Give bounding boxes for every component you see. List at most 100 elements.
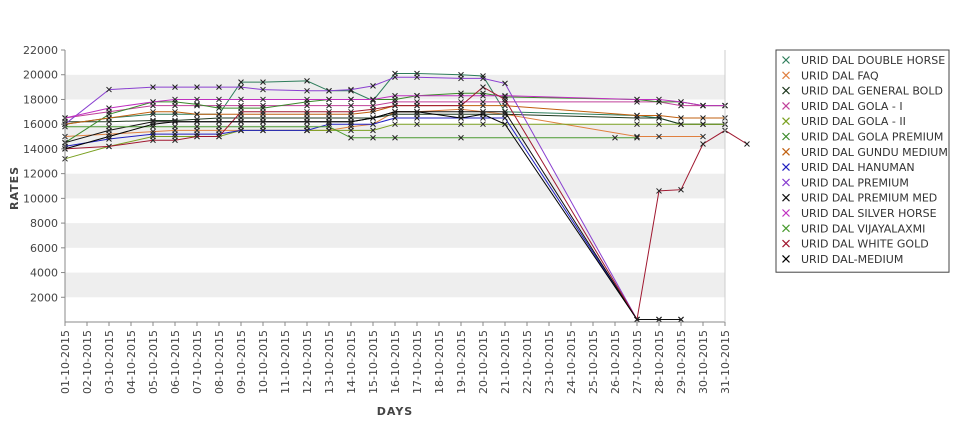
x-tick-label: 29-10-2015: [675, 330, 688, 394]
data-point-marker: [612, 134, 618, 141]
data-point-marker: [238, 123, 244, 130]
data-point-marker: [458, 115, 464, 121]
data-point-marker: [326, 96, 332, 103]
data-point-marker: [238, 111, 244, 118]
data-point-marker: [370, 127, 376, 134]
x-tick-label: 17-10-2015: [411, 330, 424, 394]
x-tick-label: 19-10-2015: [455, 330, 468, 394]
data-point-marker: [656, 316, 662, 323]
grid-band: [65, 272, 725, 298]
series-10: [62, 92, 728, 121]
x-tick-label: 11-10-2015: [279, 330, 292, 394]
data-point-marker: [480, 73, 486, 79]
data-point-marker: [238, 102, 244, 109]
data-point-marker: [458, 75, 464, 82]
legend-label: URID DAL GOLA - I: [801, 100, 903, 113]
data-point-marker: [700, 121, 706, 128]
data-point-marker: [326, 108, 332, 115]
data-point-marker: [238, 118, 244, 125]
data-point-marker: [370, 115, 376, 121]
x-tick-label: 21-10-2015: [499, 330, 512, 394]
data-point-marker: [172, 118, 178, 125]
data-point-marker: [392, 115, 398, 121]
legend-marker: [782, 147, 790, 156]
series-line: [65, 113, 725, 125]
data-point-marker: [370, 106, 376, 113]
series-line: [64, 76, 681, 320]
data-point-marker: [392, 134, 398, 141]
data-point-marker: [414, 92, 420, 99]
grid-band: [65, 173, 725, 199]
x-tick-label: 01-10-2015: [59, 330, 72, 394]
data-point-marker: [172, 111, 178, 118]
data-point-marker: [348, 86, 354, 93]
data-point-marker: [260, 108, 266, 115]
x-tick-label: 14-10-2015: [345, 330, 358, 394]
data-point-marker: [172, 96, 178, 103]
data-point-marker: [656, 99, 662, 105]
y-tick-label: 14000: [23, 143, 58, 156]
series-line: [64, 101, 725, 119]
data-point-marker: [678, 316, 684, 323]
legend-label: URID DAL HANUMAN: [801, 161, 915, 174]
y-axis-title: RATES: [8, 166, 21, 210]
legend-marker: [782, 117, 790, 126]
data-point-marker: [194, 84, 200, 90]
data-point-marker: [700, 141, 706, 147]
data-point-marker: [260, 123, 266, 130]
legend-marker: [782, 224, 790, 233]
data-point-marker: [304, 78, 310, 84]
data-point-marker: [194, 116, 200, 123]
y-tick-label: 4000: [30, 267, 58, 280]
legend-label: URID DAL WHITE GOLD: [801, 238, 929, 251]
data-point-marker: [106, 143, 112, 150]
data-point-marker: [238, 79, 244, 85]
series-line: [64, 123, 725, 160]
data-point-marker: [326, 102, 332, 109]
data-point-marker: [150, 121, 156, 128]
x-tick-label: 04-10-2015: [125, 330, 138, 394]
data-point-marker: [480, 75, 486, 82]
data-point-marker: [480, 92, 486, 99]
legend-label: URID DAL GENERAL BOLD: [801, 85, 943, 98]
data-point-marker: [678, 186, 684, 193]
x-tick-label: 12-10-2015: [301, 330, 314, 394]
data-point-marker: [392, 74, 398, 81]
data-point-marker: [150, 111, 156, 118]
data-point-marker: [414, 108, 420, 115]
legend-label: URID DAL DOUBLE HORSE: [801, 54, 945, 67]
data-point-marker: [172, 123, 178, 130]
data-point-marker: [238, 108, 244, 115]
legend-label: URID DAL PREMIUM: [801, 176, 909, 189]
data-point-marker: [414, 102, 420, 109]
x-tick-label: 16-10-2015: [389, 330, 402, 394]
legend-marker: [782, 209, 790, 217]
data-point-marker: [634, 112, 640, 119]
y-tick-label: 8000: [30, 217, 58, 230]
legend-marker: [782, 163, 790, 172]
legend-marker: [782, 254, 790, 263]
data-point-marker: [678, 115, 684, 121]
y-tick-label: 22000: [23, 44, 58, 57]
data-point-marker: [216, 102, 222, 109]
data-point-marker: [414, 115, 420, 121]
data-point-marker: [326, 118, 332, 125]
data-point-marker: [502, 102, 508, 109]
legend-marker: [782, 71, 790, 80]
x-tick-label: 27-10-2015: [631, 330, 644, 394]
data-point-marker: [370, 108, 376, 115]
data-point-marker: [260, 86, 266, 93]
data-point-marker: [216, 131, 222, 137]
data-point-marker: [304, 99, 310, 105]
series-line: [64, 111, 638, 320]
data-point-marker: [150, 84, 156, 90]
data-point-marker: [172, 131, 178, 137]
x-tick-label: 09-10-2015: [235, 330, 248, 394]
legend-label: URID DAL PREMIUM MED: [801, 192, 937, 205]
data-point-marker: [700, 133, 706, 140]
data-point-marker: [458, 92, 464, 99]
data-point-marker: [238, 96, 244, 103]
x-tick-label: 08-10-2015: [213, 330, 226, 394]
legend-box: [775, 49, 950, 273]
data-point-marker: [370, 83, 376, 89]
